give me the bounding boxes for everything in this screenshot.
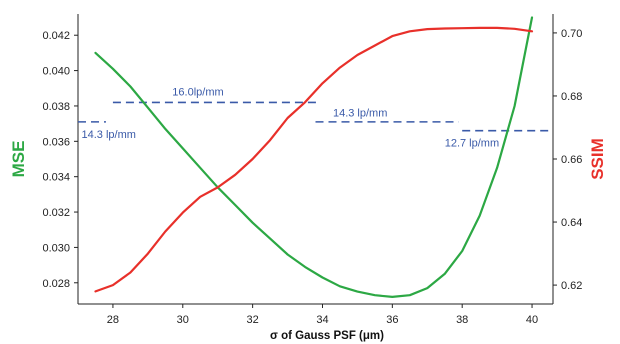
left-tick-label: 0.038 <box>42 101 70 113</box>
bottom-tick-label: 34 <box>316 314 328 326</box>
resolution-label: 16.0lp/mm <box>172 86 223 98</box>
x-axis-title: σ of Gauss PSF (μm) <box>270 330 384 342</box>
left-tick-label: 0.032 <box>42 207 70 219</box>
bottom-tick-label: 30 <box>177 314 189 326</box>
left-axis-title: MSE <box>9 141 28 178</box>
series-layer <box>94 16 534 298</box>
right-axis-ticks: 0.62 0.64 0.66 0.68 0.70 <box>553 28 582 292</box>
bottom-tick-label: 28 <box>107 314 119 326</box>
left-tick-label: 0.030 <box>42 242 70 254</box>
bottom-tick-label: 36 <box>386 314 398 326</box>
bottom-tick-label: 32 <box>247 314 259 326</box>
right-axis-title: SSIM <box>588 138 607 180</box>
mse-curve <box>94 16 534 298</box>
bottom-axis-ticks: 28 30 32 34 36 38 40 <box>107 304 538 326</box>
right-tick-label: 0.70 <box>561 28 582 40</box>
right-tick-label: 0.64 <box>561 217 582 229</box>
left-tick-label: 0.028 <box>42 278 70 290</box>
bottom-tick-label: 38 <box>456 314 468 326</box>
resolution-label: 14.3 lp/mm <box>333 108 387 120</box>
right-tick-label: 0.66 <box>561 154 582 166</box>
left-tick-label: 0.042 <box>42 30 70 42</box>
resolution-label: 12.7 lp/mm <box>445 138 499 150</box>
left-tick-label: 0.036 <box>42 136 70 148</box>
left-axis-ticks: 0.028 0.030 0.032 0.034 0.036 0.038 0.040 0.042 <box>42 30 78 290</box>
left-tick-label: 0.034 <box>42 172 70 184</box>
annotation-layer: 14.3 lp/mm 16.0lp/mm 14.3 lp/mm 12.7 lp/mm <box>78 86 553 150</box>
right-tick-label: 0.62 <box>561 280 582 292</box>
resolution-label: 14.3 lp/mm <box>81 129 135 141</box>
ssim-curve <box>94 26 534 293</box>
bottom-tick-label: 40 <box>526 314 538 326</box>
left-tick-label: 0.040 <box>42 66 70 78</box>
plot-frame <box>77 14 554 305</box>
right-tick-label: 0.68 <box>561 91 582 103</box>
